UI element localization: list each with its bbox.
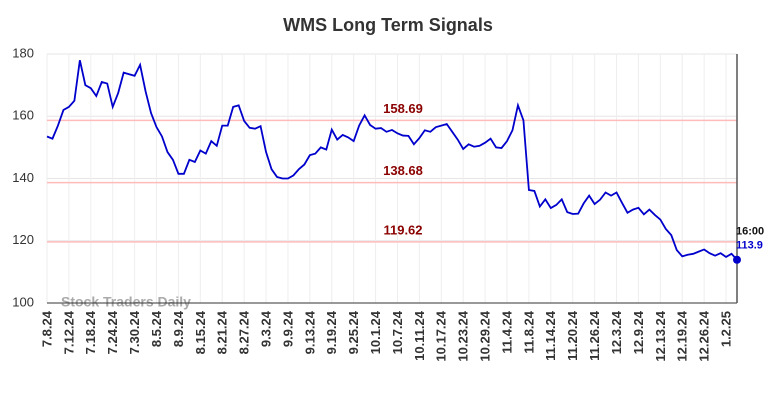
x-tick-label: 1.2.25 (718, 311, 733, 347)
x-tick-label: 9.3.24 (258, 310, 273, 347)
y-tick-label: 140 (12, 170, 34, 185)
x-tick-label: 7.8.24 (39, 310, 54, 347)
x-tick-label: 10.29.24 (478, 310, 493, 361)
x-tick-label: 12.13.24 (653, 310, 668, 361)
signal-label: 158.69 (383, 101, 423, 116)
x-tick-label: 10.17.24 (434, 310, 449, 361)
x-tick-label: 9.9.24 (280, 310, 295, 347)
y-tick-label: 120 (12, 232, 34, 247)
x-tick-label: 12.19.24 (675, 310, 690, 361)
x-tick-label: 10.11.24 (412, 310, 427, 361)
x-tick-label: 10.1.24 (368, 310, 383, 354)
x-tick-label: 8.21.24 (215, 310, 230, 354)
x-tick-label: 7.12.24 (61, 310, 76, 354)
x-tick-label: 12.9.24 (631, 310, 646, 354)
x-tick-label: 7.24.24 (105, 310, 120, 354)
x-tick-label: 12.26.24 (697, 310, 712, 361)
x-tick-label: 7.30.24 (127, 310, 142, 354)
x-tick-label: 10.7.24 (390, 310, 405, 354)
x-tick-label: 11.4.24 (499, 310, 514, 353)
y-tick-label: 100 (12, 294, 34, 309)
x-tick-label: 9.25.24 (346, 310, 361, 354)
y-tick-label: 160 (12, 108, 34, 123)
price-line (46, 60, 738, 261)
x-tick-label: 11.14.24 (543, 310, 558, 361)
y-tick-label: 180 (12, 45, 34, 60)
signal-label: 138.68 (383, 163, 423, 178)
chart-title: WMS Long Term Signals (283, 15, 493, 35)
x-tick-label: 12.3.24 (609, 310, 624, 354)
x-tick-label: 8.9.24 (171, 310, 186, 347)
signal-label: 119.62 (383, 222, 422, 237)
last-value-label: 113.9 (736, 240, 763, 252)
x-tick-label: 9.19.24 (324, 310, 339, 354)
watermark: Stock Traders Daily (61, 294, 191, 310)
x-tick-label: 10.23.24 (456, 310, 471, 361)
x-tick-label: 8.15.24 (193, 310, 208, 354)
x-tick-label: 11.26.24 (587, 310, 602, 361)
x-tick-label: 8.27.24 (237, 310, 252, 354)
x-tick-label: 11.8.24 (521, 310, 536, 353)
last-point (733, 255, 741, 264)
last-time-label: 16:00 (736, 226, 764, 238)
x-tick-label: 9.13.24 (302, 310, 317, 354)
x-tick-label: 11.20.24 (565, 310, 580, 361)
x-tick-label: 8.5.24 (149, 310, 164, 347)
x-tick-label: 7.18.24 (83, 310, 98, 354)
